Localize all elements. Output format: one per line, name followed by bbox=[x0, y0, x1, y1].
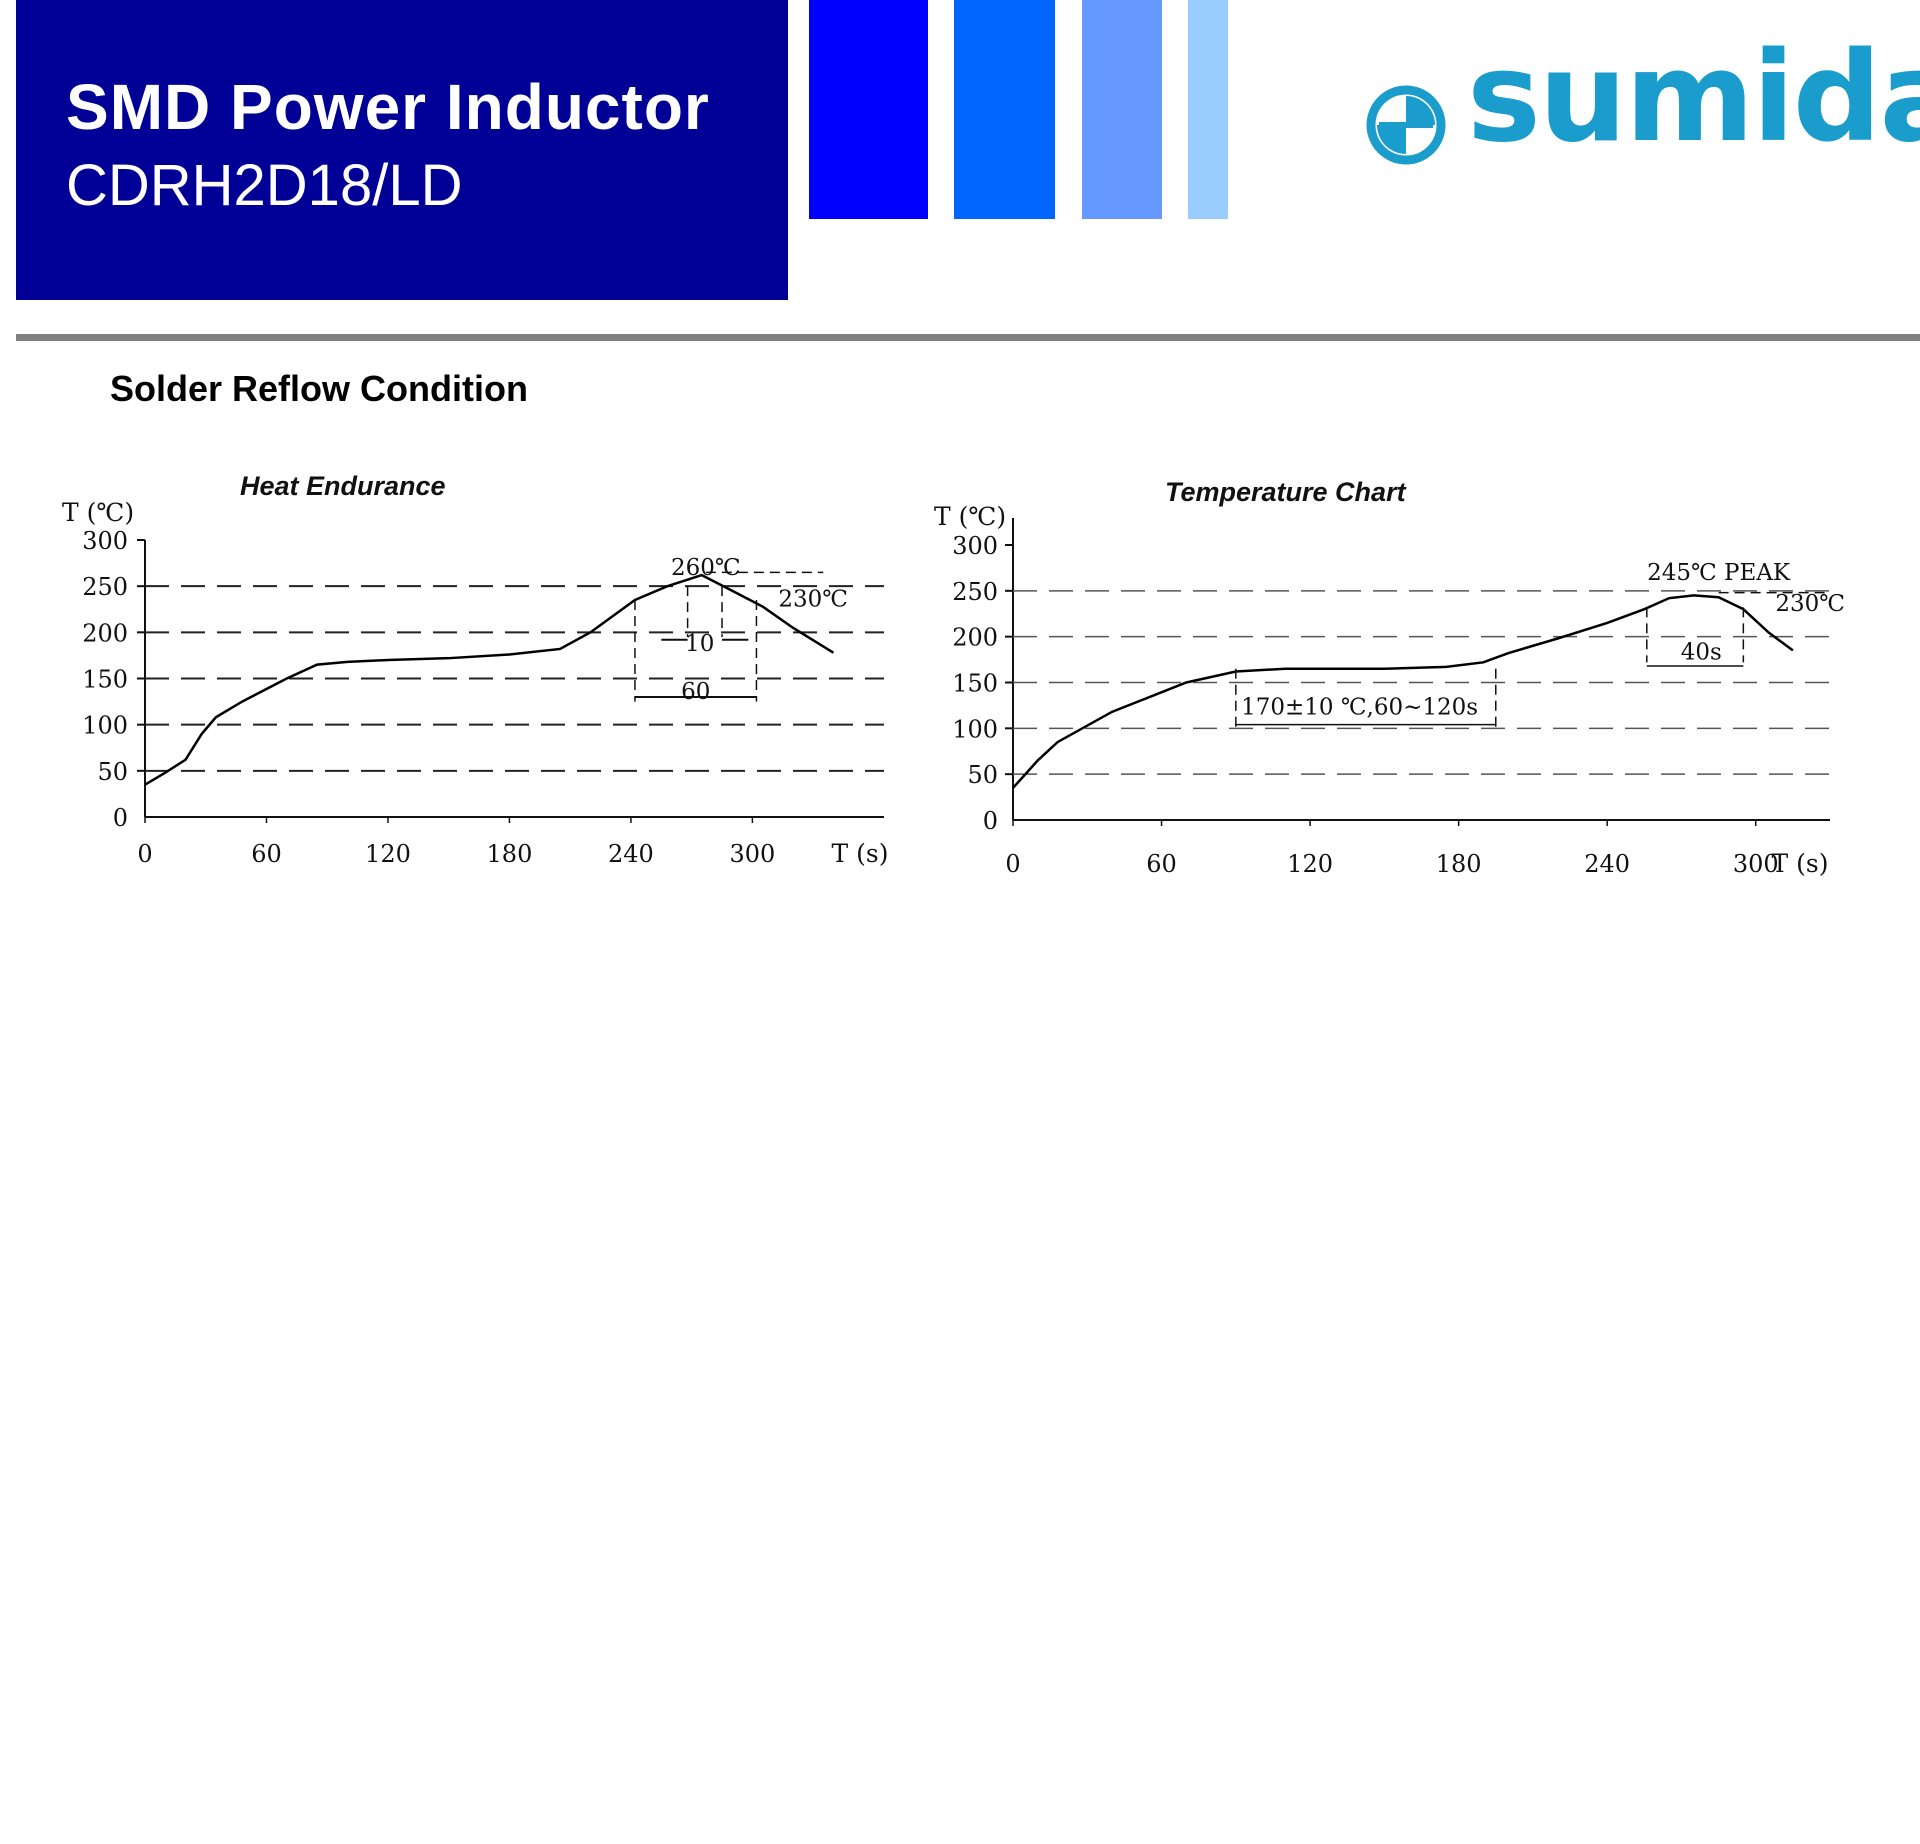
x-tick-label: 240 bbox=[1584, 850, 1630, 878]
y-tick-label: 150 bbox=[82, 666, 128, 694]
y-tick-label: 100 bbox=[952, 715, 998, 743]
x-tick-label: 180 bbox=[1436, 850, 1482, 878]
y-axis-label: T (℃) bbox=[934, 502, 1006, 531]
x-tick-label: 240 bbox=[608, 840, 654, 868]
chart-title: Heat Endurance bbox=[240, 471, 446, 501]
chart-annotation: 170±10 ℃,60~120s bbox=[1241, 695, 1478, 721]
sumida-emblem-icon bbox=[1366, 85, 1446, 165]
y-axis-label: T (℃) bbox=[62, 498, 134, 527]
brand-logo: sumida bbox=[1365, 36, 1920, 172]
chart-2: Temperature Chart T (℃) T (s) 0 50 100 150 200 2… bbox=[934, 477, 1845, 878]
y-tick-label: 250 bbox=[82, 573, 128, 601]
x-axis-label: T (s) bbox=[832, 839, 889, 868]
chart-annotation: 260℃ bbox=[671, 555, 741, 581]
chart-annotation: 10 bbox=[685, 631, 714, 657]
x-tick-label: 60 bbox=[1146, 850, 1177, 878]
decor-bar-4 bbox=[1188, 0, 1228, 219]
chart-annotation: 40s bbox=[1681, 640, 1722, 666]
chart-annotation: 245℃ PEAK bbox=[1647, 560, 1791, 586]
series-line bbox=[1012, 594, 1794, 789]
header-banner bbox=[16, 0, 788, 300]
chart-annotation: 230℃ bbox=[778, 586, 848, 612]
product-title: SMD Power Inductor bbox=[66, 71, 710, 143]
chart-title: Temperature Chart bbox=[1165, 477, 1407, 507]
x-tick-label: 0 bbox=[1005, 850, 1020, 878]
series-line bbox=[144, 573, 835, 786]
x-axis-label: T (s) bbox=[1772, 849, 1829, 878]
section-title: Solder Reflow Condition bbox=[110, 368, 528, 409]
brand-wordmark: sumida bbox=[1467, 26, 1920, 170]
y-tick-label: 50 bbox=[97, 758, 128, 786]
y-tick-label: 50 bbox=[967, 761, 998, 789]
header-divider bbox=[16, 334, 1920, 341]
chart-annotation: 230℃ bbox=[1775, 591, 1845, 617]
y-tick-label: 150 bbox=[952, 670, 998, 698]
y-tick-label: 0 bbox=[113, 804, 128, 832]
chart-annotation: 60 bbox=[681, 679, 710, 705]
x-tick-label: 60 bbox=[251, 840, 282, 868]
decor-bar-1 bbox=[809, 0, 928, 219]
x-tick-label: 120 bbox=[365, 840, 411, 868]
x-tick-label: 300 bbox=[1733, 850, 1779, 878]
decor-bar-2 bbox=[954, 0, 1055, 219]
product-model: CDRH2D18/LD bbox=[66, 153, 463, 218]
x-tick-label: 0 bbox=[137, 840, 152, 868]
y-tick-label: 200 bbox=[952, 624, 998, 652]
y-tick-label: 300 bbox=[82, 527, 128, 555]
y-tick-label: 300 bbox=[952, 532, 998, 560]
y-tick-label: 0 bbox=[983, 807, 998, 835]
decor-bar-3 bbox=[1082, 0, 1162, 219]
y-tick-label: 100 bbox=[82, 712, 128, 740]
x-tick-label: 180 bbox=[487, 840, 533, 868]
x-tick-label: 300 bbox=[729, 840, 775, 868]
x-tick-label: 120 bbox=[1287, 850, 1333, 878]
y-tick-label: 250 bbox=[952, 578, 998, 606]
y-tick-label: 200 bbox=[82, 619, 128, 647]
